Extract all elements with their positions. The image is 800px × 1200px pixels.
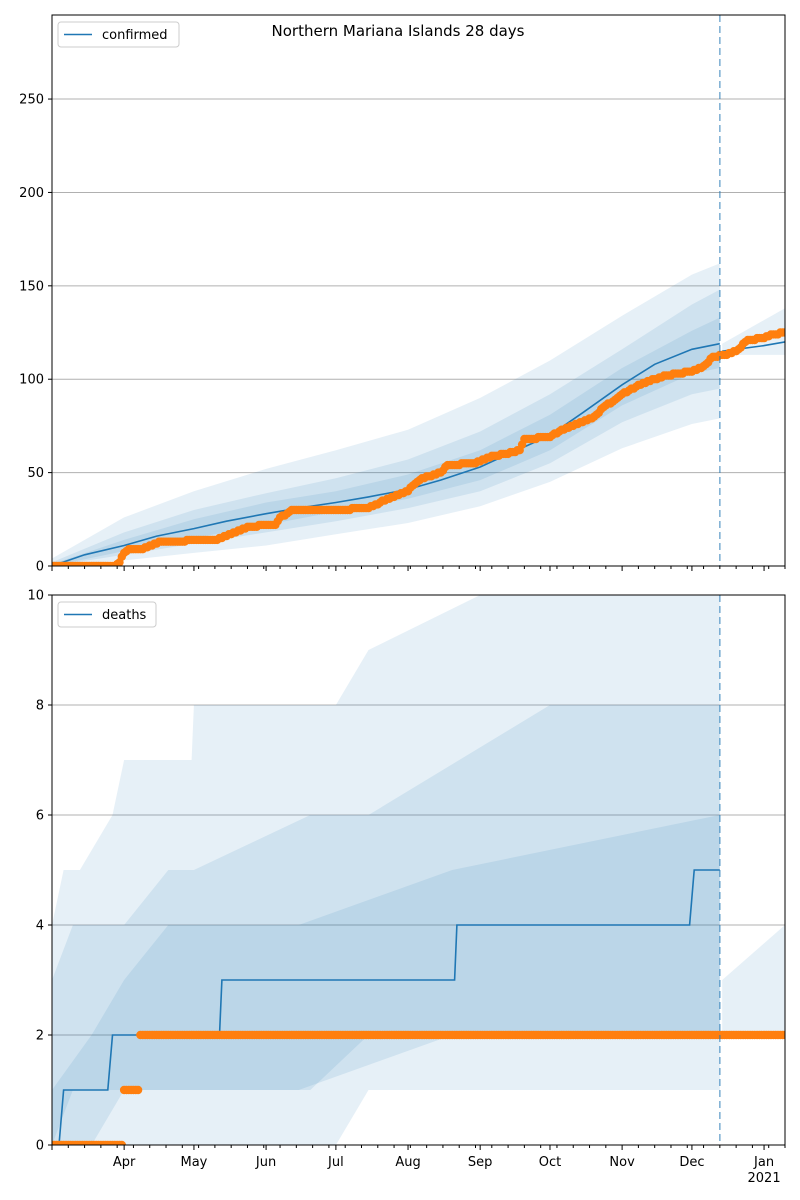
y-tick-label: 2 — [36, 1029, 44, 1044]
band-forecast — [722, 308, 785, 355]
x-tick-label: Dec — [679, 1155, 704, 1170]
x-tick-label: Apr — [113, 1155, 136, 1170]
legend-label: deaths — [102, 608, 147, 623]
confirmed-panel: 0 50 100 150 200 250 confirmed — [19, 14, 786, 575]
legend-label: confirmed — [102, 28, 168, 43]
x-tick-label: Sep — [468, 1155, 493, 1170]
y-tick-label: 8 — [36, 699, 44, 714]
x-tick-label: Jan — [753, 1155, 774, 1170]
x-tick-label: May — [181, 1155, 208, 1170]
y-tick-label: 100 — [19, 373, 44, 388]
x-tick-label: Aug — [395, 1155, 420, 1170]
x-tick-label: Jun — [255, 1155, 276, 1170]
chart-title: Northern Mariana Islands 28 days — [272, 22, 525, 40]
x-year-label: 2021 — [748, 1171, 781, 1186]
observed-point — [117, 1140, 126, 1145]
x-tick-label: Nov — [609, 1155, 635, 1170]
x-tick-label: Jul — [327, 1155, 344, 1170]
y-tick-label: 250 — [19, 93, 44, 108]
band-middle — [52, 289, 720, 566]
legend: confirmed — [57, 21, 180, 48]
deaths-panel: 0 2 4 6 8 10 Apr May Jun Jul Aug Sep Oct Nov Dec Jan202… — [27, 589, 786, 1186]
plot-area — [52, 263, 785, 566]
plot-area — [52, 595, 785, 1145]
model-median-line — [52, 869, 720, 1145]
y-tick-label: 10 — [27, 589, 44, 604]
observed-point — [780, 1030, 785, 1040]
axes-frame — [51, 594, 786, 1146]
axes-frame — [51, 14, 786, 567]
legend-box — [57, 21, 180, 48]
y-tick-label: 150 — [19, 279, 44, 294]
legend: deaths — [57, 601, 157, 628]
y-tick-label: 50 — [27, 466, 44, 481]
y-tick-label: 4 — [36, 919, 44, 934]
y-tick-label: 200 — [19, 186, 44, 201]
model-median-line — [52, 342, 720, 566]
observed-point — [780, 328, 785, 337]
band-outer — [52, 595, 720, 1145]
x-tick-label: Oct — [539, 1155, 561, 1170]
observed-point — [133, 1085, 143, 1095]
y-tick-label: 0 — [36, 560, 44, 575]
observed-series — [52, 1030, 785, 1145]
band-forecast — [722, 925, 785, 1035]
y-tick-label: 0 — [36, 1139, 44, 1154]
legend-box — [57, 601, 157, 628]
band-outer — [52, 263, 720, 566]
y-tick-label: 6 — [36, 809, 44, 824]
observed-series — [52, 328, 785, 566]
